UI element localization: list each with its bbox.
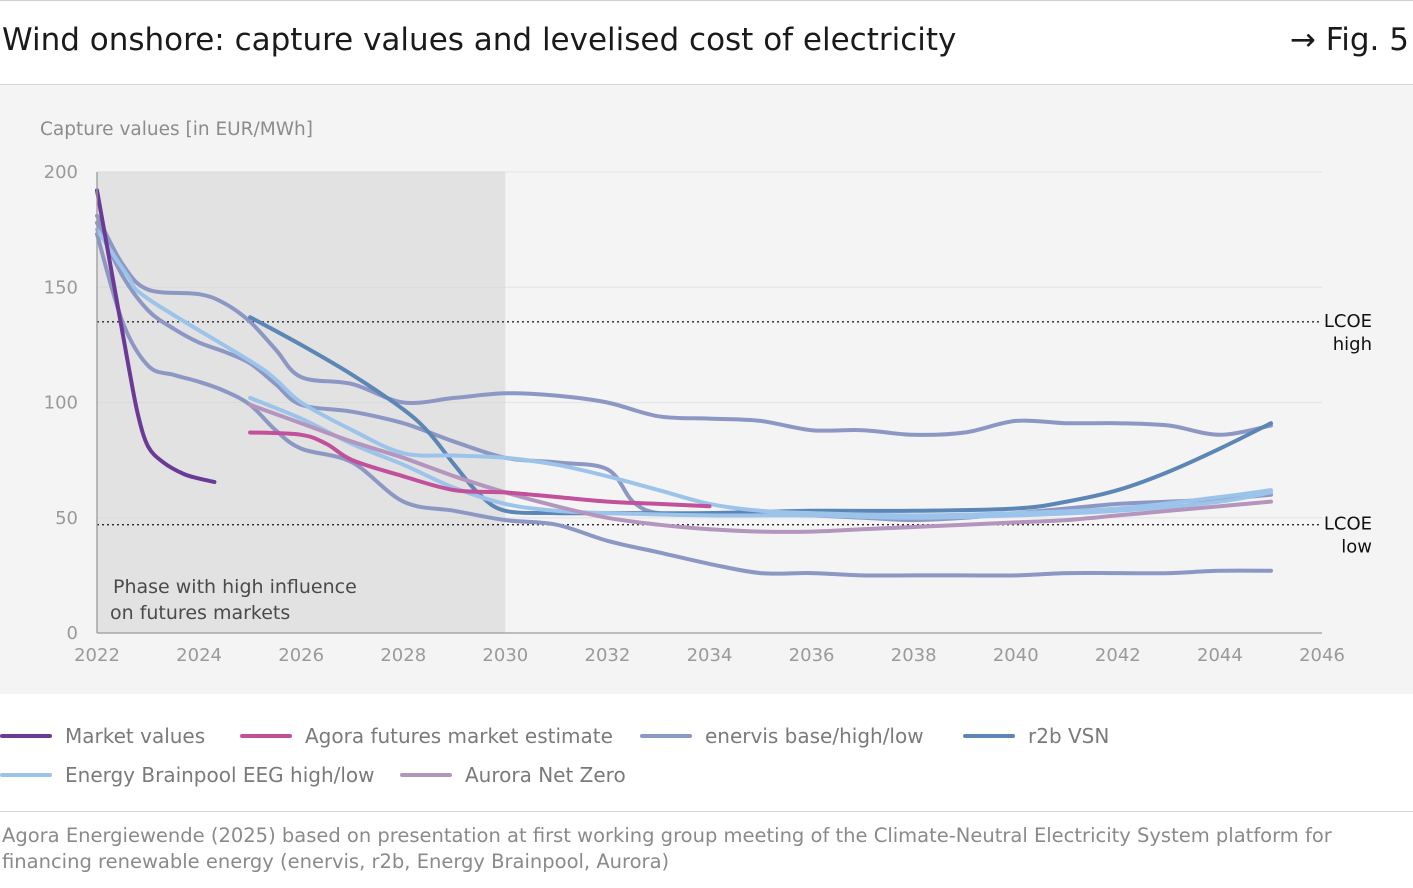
legend-swatch xyxy=(0,734,52,738)
legend-swatch xyxy=(963,734,1015,738)
x-tick-label: 2036 xyxy=(789,645,835,666)
legend-label: enervis base/high/low xyxy=(705,724,924,748)
legend-item-market-values: Market values xyxy=(0,723,205,749)
x-tick-label: 2042 xyxy=(1095,645,1141,666)
x-tick-label: 2024 xyxy=(176,645,222,666)
legend-swatch xyxy=(0,773,52,777)
x-tick-label: 2028 xyxy=(380,645,426,666)
capture-values-chart: Capture values [in EUR/MWh] LCOEhighLCOE… xyxy=(40,119,1372,666)
figure-reference-link[interactable]: → Fig. 5 xyxy=(1289,22,1409,58)
series-line-energy-brainpool-eeg-high-low xyxy=(95,227,1273,518)
x-tick-label: 2040 xyxy=(993,645,1039,666)
top-divider xyxy=(0,0,1413,1)
x-tick-label: 2026 xyxy=(278,645,324,666)
lcoe-low-sublabel: low xyxy=(1341,537,1372,558)
legend-item-aurora-net-zero: Aurora Net Zero xyxy=(400,762,626,788)
legend-label: Agora futures market estimate xyxy=(305,724,613,748)
phase-label-line1: Phase with high influence xyxy=(113,576,357,598)
series-line-enervis-base-high-low xyxy=(95,213,1273,437)
x-tick-label: 2022 xyxy=(74,645,120,666)
legend-item-enervis-base-high-low: enervis base/high/low xyxy=(640,723,924,749)
legend-swatch xyxy=(240,734,292,738)
chart-legend: Market values Agora futures market estima… xyxy=(0,715,1413,795)
legend-label: Energy Brainpool EEG high/low xyxy=(65,763,375,787)
y-tick-label: 150 xyxy=(44,277,78,298)
legend-item-energy-brainpool-eeg-high-low: Energy Brainpool EEG high/low xyxy=(0,762,375,788)
y-tick-label: 50 xyxy=(55,508,78,529)
phase-label-line2: on futures markets xyxy=(110,602,290,624)
series-line-agora-futures-market-estimate xyxy=(248,430,712,509)
y-tick-label: 0 xyxy=(67,623,78,644)
x-tick-label: 2046 xyxy=(1299,645,1345,666)
x-tick-label: 2038 xyxy=(891,645,937,666)
series-line-market-values xyxy=(95,188,217,484)
legend-label: Aurora Net Zero xyxy=(465,763,626,787)
x-tick-label: 2044 xyxy=(1197,645,1243,666)
x-tick-label: 2030 xyxy=(482,645,528,666)
y-tick-label: 200 xyxy=(44,162,78,183)
x-tick-label: 2034 xyxy=(687,645,733,666)
legend-swatch xyxy=(640,734,692,738)
legend-label: Market values xyxy=(65,724,206,748)
source-note: Agora Energiewende (2025) based on prese… xyxy=(2,824,1332,873)
y-axis-title: Capture values [in EUR/MWh] xyxy=(40,119,313,140)
title-divider xyxy=(0,84,1413,85)
legend-label: r2b VSN xyxy=(1028,724,1110,748)
lcoe-low-label: LCOE xyxy=(1324,514,1372,535)
x-tick-label: 2032 xyxy=(585,645,631,666)
series-line-enervis-base-high-low xyxy=(95,232,1273,578)
series-lines xyxy=(95,188,1273,578)
y-tick-label: 100 xyxy=(44,393,78,414)
legend-item-r2b-vsn: r2b VSN xyxy=(963,723,1109,749)
source-divider xyxy=(0,811,1413,812)
legend-item-agora-futures-market-estimate: Agora futures market estimate xyxy=(240,723,613,749)
chart-panel: Capture values [in EUR/MWh] LCOE high LCOE… xyxy=(0,85,1413,694)
series-line-aurora-net-zero xyxy=(248,402,1273,534)
axes: 0 50 100 150 200 2022 2024 2026 2028 2030 2032 2034… xyxy=(44,162,1345,666)
legend-swatch xyxy=(400,773,452,777)
grid-lines xyxy=(97,171,1322,519)
lcoe-high-label: LCOE xyxy=(1324,311,1372,332)
lcoe-high-sublabel: high xyxy=(1333,334,1372,355)
figure-title: Wind onshore: capture values and levelis… xyxy=(2,22,957,58)
series-line-energy-brainpool-eeg-high-low xyxy=(248,395,1273,520)
